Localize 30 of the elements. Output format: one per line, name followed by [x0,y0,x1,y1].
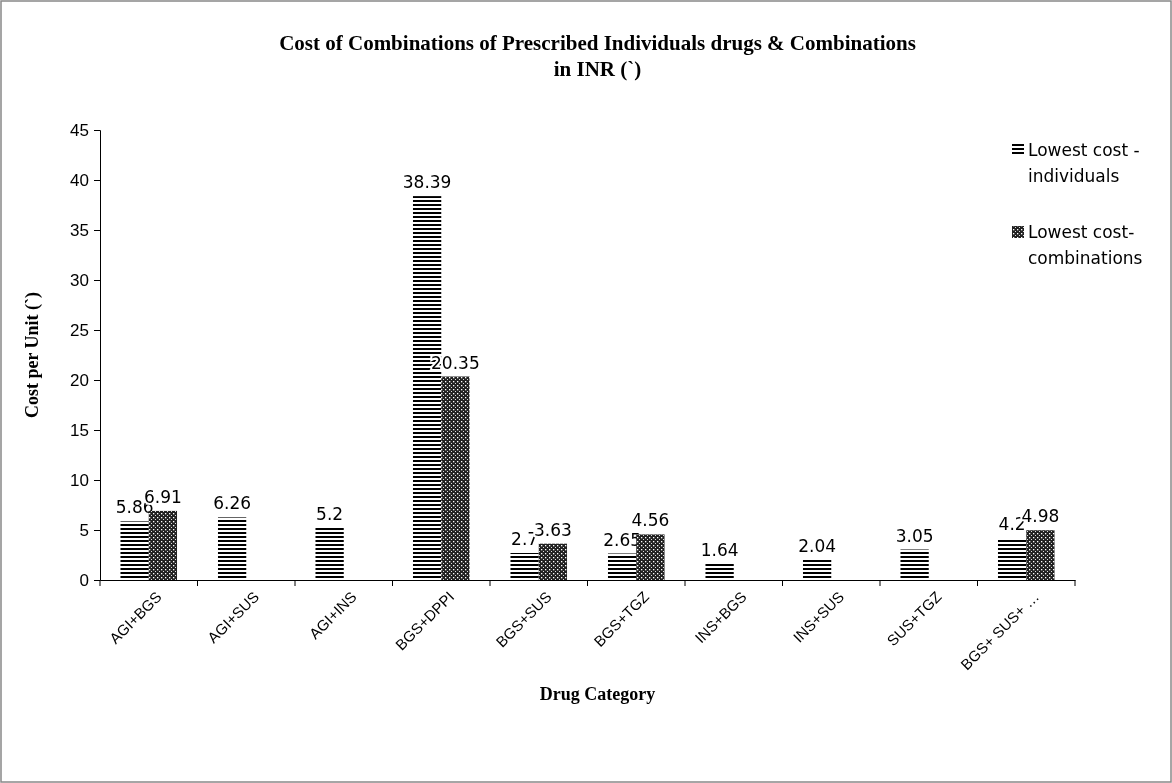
y-tick-label: 5 [79,520,89,540]
y-tick-label: 30 [70,270,89,290]
data-label: 5.2 [316,504,344,524]
legend-label: Lowest cost - individuals [1028,140,1140,186]
bar [315,528,344,580]
data-label: 6.26 [213,493,252,514]
y-tick-label: 10 [70,470,89,490]
bar [997,538,1027,580]
data-label: 38.39 [402,172,452,193]
y-tick-label: 45 [70,120,89,140]
y-tick-label: 25 [70,320,89,340]
y-tick-label: 0 [79,570,89,590]
y-axis-title: Cost per Unit (`) [22,291,43,419]
bar [510,553,539,580]
bar [538,543,568,580]
data-label: 4.56 [631,510,670,531]
data-label: 1.64 [700,539,739,560]
data-label: 2.04 [798,535,837,556]
y-tick-label: 40 [70,170,89,190]
x-axis-title: Drug Category [539,684,656,704]
bar [607,553,637,580]
y-tick-label: 15 [70,420,89,440]
chart-title: Cost of Combinations of Prescribed Individuals drugs & Combinations in INR (`) [279,31,916,81]
bar [441,376,470,580]
bar [1026,530,1055,580]
legend-label: Lowest cost- combinations [1028,222,1143,268]
bar [120,521,149,580]
y-tick-label: 20 [70,370,89,390]
data-label: 3.05 [895,525,934,546]
y-tick-label: 35 [70,220,89,240]
